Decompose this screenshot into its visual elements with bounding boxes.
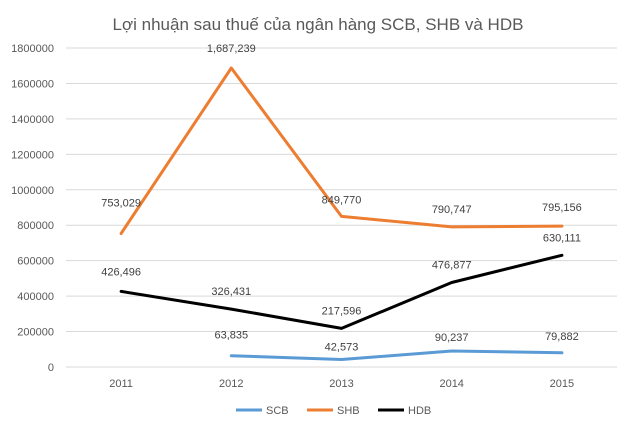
data-labels: 63,835 42,573 90,237 79,882 753,029 1,687,239… bbox=[101, 43, 582, 353]
y-tick-label: 1800000 bbox=[11, 43, 54, 55]
y-tick-label: 1000000 bbox=[11, 185, 54, 197]
y-tick-label: 1400000 bbox=[11, 114, 54, 126]
y-tick-label: 800000 bbox=[17, 220, 54, 232]
data-label-shb: 790,747 bbox=[432, 204, 472, 216]
legend-label-hdb: HDB bbox=[408, 405, 431, 417]
data-label-scb: 42,573 bbox=[325, 341, 359, 353]
data-label-hdb: 326,431 bbox=[211, 286, 251, 298]
legend-label-scb: SCB bbox=[266, 405, 289, 417]
data-label-shb: 753,029 bbox=[101, 198, 141, 210]
y-tick-label: 400000 bbox=[17, 291, 54, 303]
data-label-scb: 79,882 bbox=[545, 331, 579, 343]
x-tick-label: 2011 bbox=[109, 378, 133, 390]
data-label-hdb: 630,111 bbox=[543, 232, 581, 244]
data-label-hdb: 476,877 bbox=[432, 259, 472, 271]
data-label-hdb: 217,596 bbox=[322, 305, 362, 317]
x-tick-label: 2013 bbox=[329, 378, 353, 390]
data-label-shb: 849,770 bbox=[322, 194, 362, 206]
data-label-scb: 90,237 bbox=[435, 332, 469, 344]
data-label-scb: 63,835 bbox=[214, 330, 248, 342]
data-label-shb: 1,687,239 bbox=[207, 43, 256, 55]
y-tick-label: 200000 bbox=[17, 327, 54, 339]
series-line-hdb bbox=[119, 253, 564, 330]
legend: SCB SHB HDB bbox=[236, 405, 431, 417]
x-tick-label: 2015 bbox=[550, 378, 574, 390]
data-label-hdb: 426,496 bbox=[101, 266, 141, 278]
data-label-shb: 795,156 bbox=[542, 202, 582, 214]
y-tick-label: 1600000 bbox=[11, 78, 54, 90]
gridlines bbox=[66, 47, 617, 368]
legend-label-shb: SHB bbox=[337, 405, 360, 417]
x-axis-ticks: 2011 2012 2013 2014 2015 bbox=[109, 378, 574, 390]
series-line-scb bbox=[229, 349, 564, 361]
y-tick-label: 1200000 bbox=[11, 149, 54, 161]
y-tick-label: 0 bbox=[48, 362, 54, 374]
series-line-shb bbox=[119, 66, 564, 235]
chart-title: Lợi nhuận sau thuế của ngân hàng SCB, SH… bbox=[113, 15, 524, 34]
series-lines bbox=[119, 66, 564, 361]
x-tick-label: 2014 bbox=[439, 378, 463, 390]
y-axis-ticks: 0 200000 400000 600000 800000 1000000 1200000 1… bbox=[11, 43, 54, 374]
y-tick-label: 600000 bbox=[17, 256, 54, 268]
x-tick-label: 2012 bbox=[219, 378, 243, 390]
